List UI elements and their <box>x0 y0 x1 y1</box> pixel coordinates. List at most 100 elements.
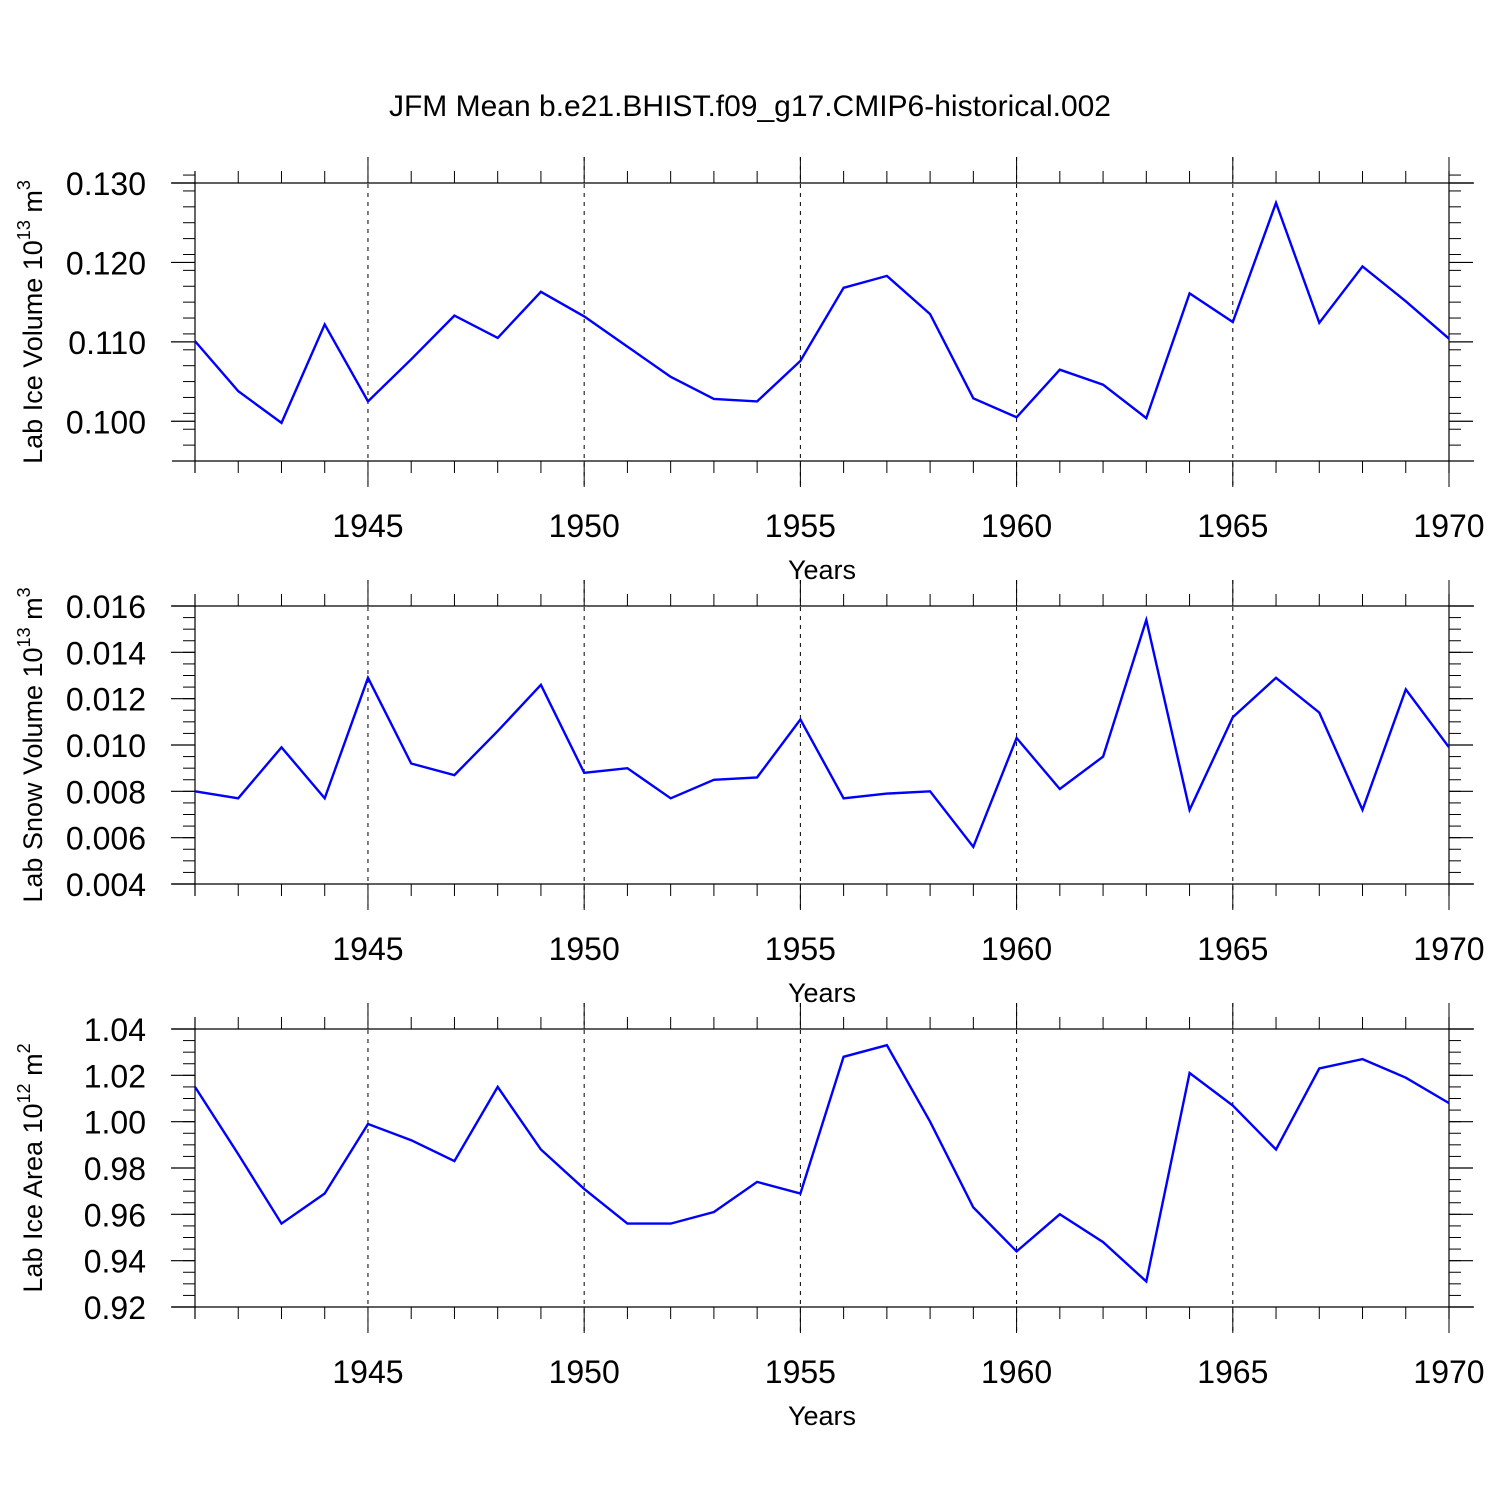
data-point <box>1015 1250 1017 1252</box>
data-point <box>713 398 715 400</box>
y-tick-label: 0.110 <box>68 325 146 361</box>
data-point <box>1405 688 1407 690</box>
data-point <box>1275 1148 1277 1150</box>
data-point <box>1405 1076 1407 1078</box>
data-point <box>713 1211 715 1213</box>
data-point <box>410 1139 412 1141</box>
data-point <box>1188 292 1190 294</box>
data-point <box>799 1192 801 1194</box>
x-tick-label: 1955 <box>765 931 836 967</box>
data-point <box>626 1222 628 1224</box>
y-tick-label: 0.98 <box>84 1151 146 1187</box>
series-line <box>194 615 1450 850</box>
y-tick-label: 0.94 <box>84 1244 146 1280</box>
x-tick-label: 1950 <box>549 1354 620 1390</box>
data-point <box>324 323 326 325</box>
data-point <box>410 358 412 360</box>
data-point <box>410 762 412 764</box>
data-point <box>1361 809 1363 811</box>
y-tick-label: 0.96 <box>84 1197 146 1233</box>
data-point <box>929 1120 931 1122</box>
data-point <box>1361 265 1363 267</box>
x-axis-label: Years <box>788 555 856 585</box>
data-point <box>799 718 801 720</box>
data-point <box>1232 321 1234 323</box>
data-point <box>972 1206 974 1208</box>
x-axis-label: Years <box>788 1401 856 1431</box>
y-tick-label: 0.010 <box>66 728 146 764</box>
data-point <box>280 422 282 424</box>
data-point <box>669 376 671 378</box>
data-point <box>583 1188 585 1190</box>
data-point <box>842 287 844 289</box>
data-point <box>1405 300 1407 302</box>
y-tick-label: 0.016 <box>66 589 146 625</box>
data-point <box>929 790 931 792</box>
y-tick-label: 1.02 <box>84 1058 146 1094</box>
x-tick-label: 1950 <box>549 508 620 544</box>
data-point <box>583 315 585 317</box>
x-tick-label: 1945 <box>332 1354 403 1390</box>
y-axis-label: Lab Snow Volume 1013 m3 <box>14 587 48 902</box>
x-tick-label: 1950 <box>549 931 620 967</box>
y-axis-label: Lab Ice Area 1012 m2 <box>14 1043 48 1292</box>
data-point <box>1145 619 1147 621</box>
data-point <box>496 730 498 732</box>
y-tick-label: 0.012 <box>66 682 146 718</box>
data-point <box>972 397 974 399</box>
y-tick-label: 0.014 <box>66 635 146 671</box>
data-point <box>453 1160 455 1162</box>
x-tick-label: 1965 <box>1197 1354 1268 1390</box>
x-tick-label: 1955 <box>765 508 836 544</box>
data-point <box>886 275 888 277</box>
data-point <box>1361 1058 1363 1060</box>
data-point <box>453 774 455 776</box>
x-tick-label: 1945 <box>332 931 403 967</box>
chart-panel-3: 0.92 0.94 0.96 0.98 1.00 1.02 1.04 1945 1950 1955… <box>14 1003 1485 1431</box>
data-point <box>540 291 542 293</box>
data-point <box>280 746 282 748</box>
data-point <box>453 314 455 316</box>
y-tick-label: 0.100 <box>66 404 146 440</box>
y-axis-label: Lab Ice Volume 1013 m3 <box>14 180 48 464</box>
x-tick-label: 1970 <box>1413 508 1484 544</box>
y-tick-label: 1.04 <box>84 1012 146 1048</box>
y-tick-label: 0.92 <box>84 1290 146 1326</box>
data-point <box>669 1222 671 1224</box>
data-point <box>194 1086 196 1088</box>
data-point <box>1102 384 1104 386</box>
series-line <box>193 1043 1450 1284</box>
data-point <box>1232 716 1234 718</box>
data-point <box>626 767 628 769</box>
data-point <box>842 1056 844 1058</box>
data-point <box>194 790 196 792</box>
data-point <box>280 1222 282 1224</box>
data-point <box>1318 322 1320 324</box>
data-point <box>799 360 801 362</box>
data-point <box>324 1192 326 1194</box>
data-point <box>669 797 671 799</box>
data-point <box>756 776 758 778</box>
y-tick-label: 0.130 <box>66 166 146 202</box>
data-point <box>367 677 369 679</box>
data-point <box>929 313 931 315</box>
data-point <box>1059 1213 1061 1215</box>
y-tick-label: 0.008 <box>66 774 146 810</box>
data-point <box>237 1153 239 1155</box>
data-point <box>1145 417 1147 419</box>
x-tick-label: 1960 <box>981 1354 1052 1390</box>
x-tick-label: 1970 <box>1413 1354 1484 1390</box>
data-point <box>1059 788 1061 790</box>
data-point <box>367 1123 369 1125</box>
data-point <box>842 797 844 799</box>
data-point <box>540 684 542 686</box>
data-point <box>1015 416 1017 418</box>
data-point <box>756 400 758 402</box>
data-point <box>972 846 974 848</box>
x-tick-label: 1970 <box>1413 931 1484 967</box>
data-point <box>886 1044 888 1046</box>
x-tick-label: 1960 <box>981 931 1052 967</box>
data-point <box>1318 711 1320 713</box>
data-point <box>496 337 498 339</box>
